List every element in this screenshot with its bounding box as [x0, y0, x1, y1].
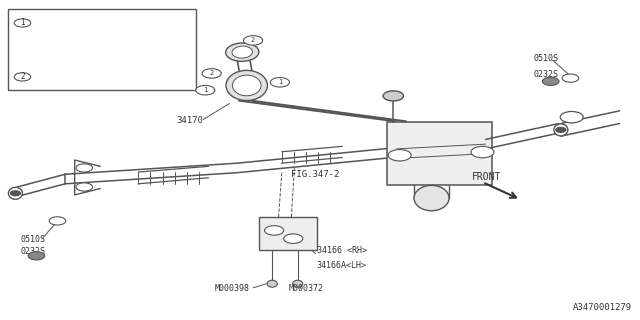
Circle shape	[14, 73, 31, 81]
Circle shape	[244, 36, 262, 45]
Text: 0510S: 0510S	[534, 54, 559, 63]
Text: 0232S: 0232S	[534, 70, 559, 79]
Text: ( -1406): ( -1406)	[111, 72, 150, 81]
Text: 34170: 34170	[177, 116, 204, 125]
Text: M270005: M270005	[42, 45, 76, 54]
Text: (1407- ): (1407- )	[111, 45, 150, 54]
Text: P200005: P200005	[42, 72, 76, 81]
Circle shape	[560, 111, 583, 123]
Text: 2: 2	[209, 70, 214, 76]
Ellipse shape	[232, 75, 261, 96]
Text: FRONT: FRONT	[472, 172, 501, 182]
Circle shape	[270, 77, 289, 87]
Circle shape	[388, 149, 411, 161]
Ellipse shape	[232, 46, 253, 58]
Ellipse shape	[554, 124, 568, 136]
Ellipse shape	[226, 43, 259, 61]
FancyBboxPatch shape	[8, 9, 196, 90]
Circle shape	[196, 85, 215, 95]
Text: 1: 1	[20, 19, 25, 28]
Text: 1: 1	[278, 79, 282, 85]
FancyBboxPatch shape	[387, 122, 492, 185]
Text: ( -1406): ( -1406)	[111, 19, 150, 28]
Ellipse shape	[226, 70, 268, 100]
Ellipse shape	[8, 187, 22, 199]
Circle shape	[202, 69, 221, 78]
Ellipse shape	[414, 185, 449, 211]
Circle shape	[76, 164, 93, 172]
FancyBboxPatch shape	[259, 217, 317, 251]
Text: 34166A<LH>: 34166A<LH>	[317, 261, 367, 270]
Circle shape	[264, 226, 284, 235]
Circle shape	[76, 183, 93, 191]
Circle shape	[28, 252, 45, 260]
Circle shape	[562, 74, 579, 82]
Ellipse shape	[292, 280, 303, 287]
Circle shape	[542, 77, 559, 85]
Text: A3470001279: A3470001279	[573, 303, 632, 312]
Text: M000398: M000398	[215, 284, 250, 293]
Text: 0510S: 0510S	[20, 235, 45, 244]
Text: FIG.347-2: FIG.347-2	[291, 170, 340, 179]
Text: 2: 2	[251, 37, 255, 44]
Circle shape	[284, 234, 303, 244]
Text: 0232S: 0232S	[20, 247, 45, 257]
Text: M55006: M55006	[42, 19, 71, 28]
Ellipse shape	[267, 280, 277, 287]
Circle shape	[49, 217, 66, 225]
Circle shape	[10, 191, 20, 196]
Circle shape	[14, 19, 31, 27]
Circle shape	[556, 127, 566, 132]
Text: M000372: M000372	[288, 284, 323, 293]
Text: 2: 2	[20, 72, 25, 81]
Text: 1: 1	[203, 87, 207, 93]
Text: 34166 <RH>: 34166 <RH>	[317, 246, 367, 255]
Circle shape	[471, 146, 494, 158]
Circle shape	[383, 91, 403, 101]
